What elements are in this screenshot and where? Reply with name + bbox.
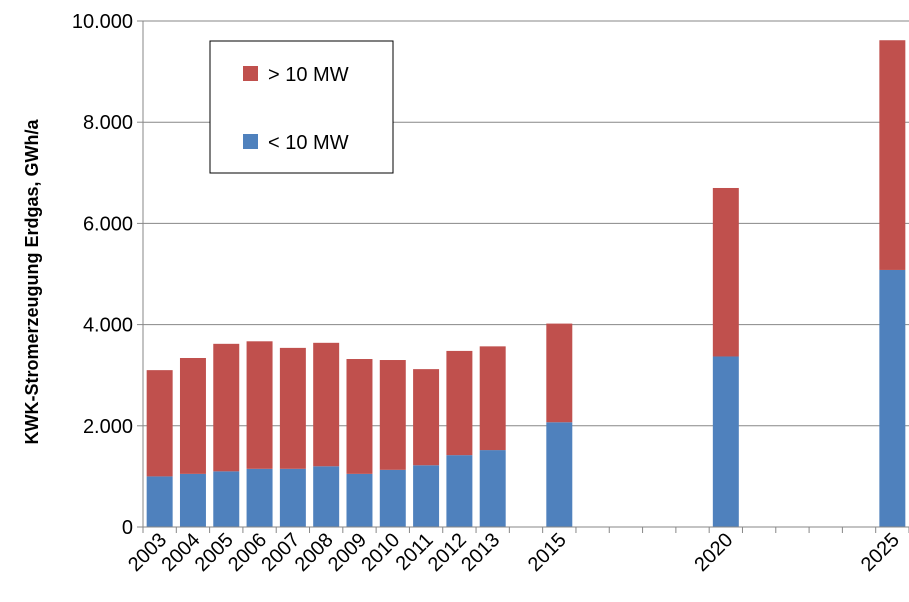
legend-box — [209, 40, 394, 174]
bar-2012-gt10mw — [446, 350, 473, 456]
x-tick-labels: 2003200420052006200720082009201020112012… — [124, 529, 904, 576]
bar-2005-lt10mw — [213, 471, 240, 527]
bar-2009-gt10mw — [346, 359, 373, 474]
bar-2025-lt10mw — [879, 269, 906, 527]
legend-label: > 10 MW — [268, 64, 349, 86]
bar-2008-gt10mw — [313, 342, 340, 467]
bar-2011-lt10mw — [413, 465, 440, 527]
bar-2020-lt10mw — [712, 356, 739, 527]
bar-2003-gt10mw — [146, 370, 173, 477]
bar-2006-lt10mw — [246, 468, 273, 527]
bar-2005-gt10mw — [213, 343, 240, 472]
bar-2012-lt10mw — [446, 455, 473, 527]
bar-2011-gt10mw — [413, 369, 440, 466]
bar-2015-lt10mw — [546, 422, 573, 527]
bars — [146, 40, 906, 527]
bar-2006-gt10mw — [246, 341, 273, 469]
x-tick-label: 2025 — [857, 529, 904, 576]
legend: > 10 MW < 10 MW — [209, 40, 394, 174]
y-tick-label: 4.000 — [83, 315, 133, 337]
y-tick-label: 2.000 — [83, 416, 133, 438]
bar-2009-lt10mw — [346, 473, 373, 527]
bar-2015-gt10mw — [546, 323, 573, 423]
x-tick-label: 2015 — [524, 529, 571, 576]
axes — [137, 20, 909, 533]
bar-2013-gt10mw — [479, 346, 506, 451]
bar-2010-gt10mw — [379, 360, 406, 470]
bar-2008-lt10mw — [313, 466, 340, 527]
y-axis-label: KWK-Stromerzeugung Erdgas, GWh/a — [22, 119, 42, 445]
y-tick-label: 0 — [122, 517, 133, 539]
bar-2013-lt10mw — [479, 450, 506, 527]
x-tick-label: 2013 — [457, 529, 504, 576]
bar-2007-gt10mw — [279, 347, 306, 469]
bar-2003-lt10mw — [146, 476, 173, 527]
bar-2010-lt10mw — [379, 469, 406, 527]
y-tick-labels: 0 2.000 4.000 6.000 8.000 10.000 — [72, 11, 133, 539]
legend-swatch — [243, 66, 258, 81]
legend-swatch — [243, 134, 258, 149]
bar-2004-gt10mw — [179, 357, 206, 474]
bar-2004-lt10mw — [179, 473, 206, 527]
legend-label: < 10 MW — [268, 132, 349, 154]
y-tick-label: 8.000 — [83, 112, 133, 134]
bar-2007-lt10mw — [279, 468, 306, 527]
x-tick-label: 2020 — [690, 529, 737, 576]
y-tick-label: 6.000 — [83, 213, 133, 235]
y-tick-label: 10.000 — [72, 11, 133, 33]
bar-2020-gt10mw — [712, 187, 739, 357]
bar-2025-gt10mw — [879, 40, 906, 270]
